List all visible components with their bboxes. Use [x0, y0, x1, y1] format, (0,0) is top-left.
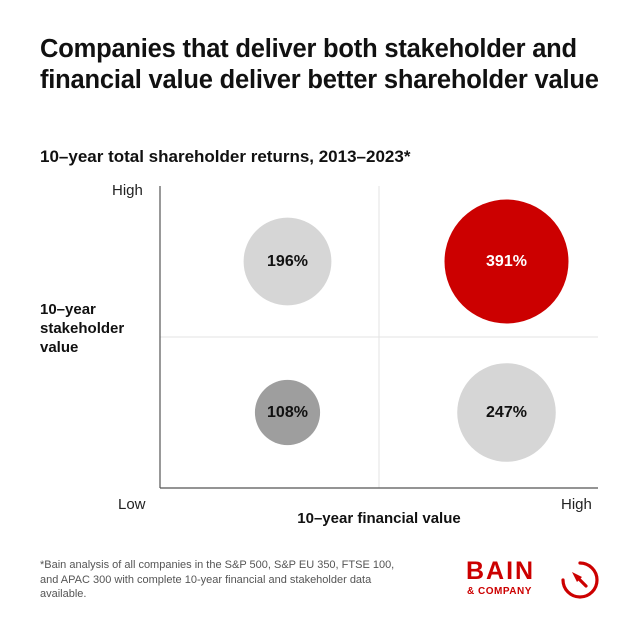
logo-subtext: & COMPANY — [467, 586, 532, 597]
bubble-high-financial-low-stakeholder — [457, 363, 556, 462]
bubble-group: 196% 391% 108% 247% — [243, 199, 569, 462]
bain-logo: BAIN & COMPANY — [466, 558, 606, 608]
chart-title: Companies that deliver both stakeholder … — [40, 35, 599, 94]
y-tick-high: High — [112, 182, 143, 199]
bubble-label-low-financial-high-stakeholder: 196% — [267, 253, 308, 270]
bubble-label-low-financial-low-stakeholder: 108% — [267, 404, 308, 421]
bubble-low-financial-high-stakeholder — [243, 217, 332, 306]
bubble-low-financial-low-stakeholder — [254, 379, 321, 446]
bain-logo-icon — [561, 561, 599, 599]
x-tick-high: High — [561, 496, 592, 513]
chart-subtitle: 10–year total shareholder returns, 2013–… — [40, 147, 411, 166]
x-tick-low: Low — [118, 496, 146, 513]
logo-wordmark: BAIN — [466, 557, 536, 585]
x-axis-label: 10–year financial value — [297, 510, 461, 527]
y-axis-label: 10–year stakeholder value — [40, 301, 125, 356]
footnote: *Bain analysis of all companies in the S… — [40, 559, 395, 600]
bubble-label-high-financial-high-stakeholder: 391% — [486, 253, 527, 270]
bubble-high-financial-high-stakeholder — [444, 199, 569, 324]
bubble-label-high-financial-low-stakeholder: 247% — [486, 404, 527, 421]
